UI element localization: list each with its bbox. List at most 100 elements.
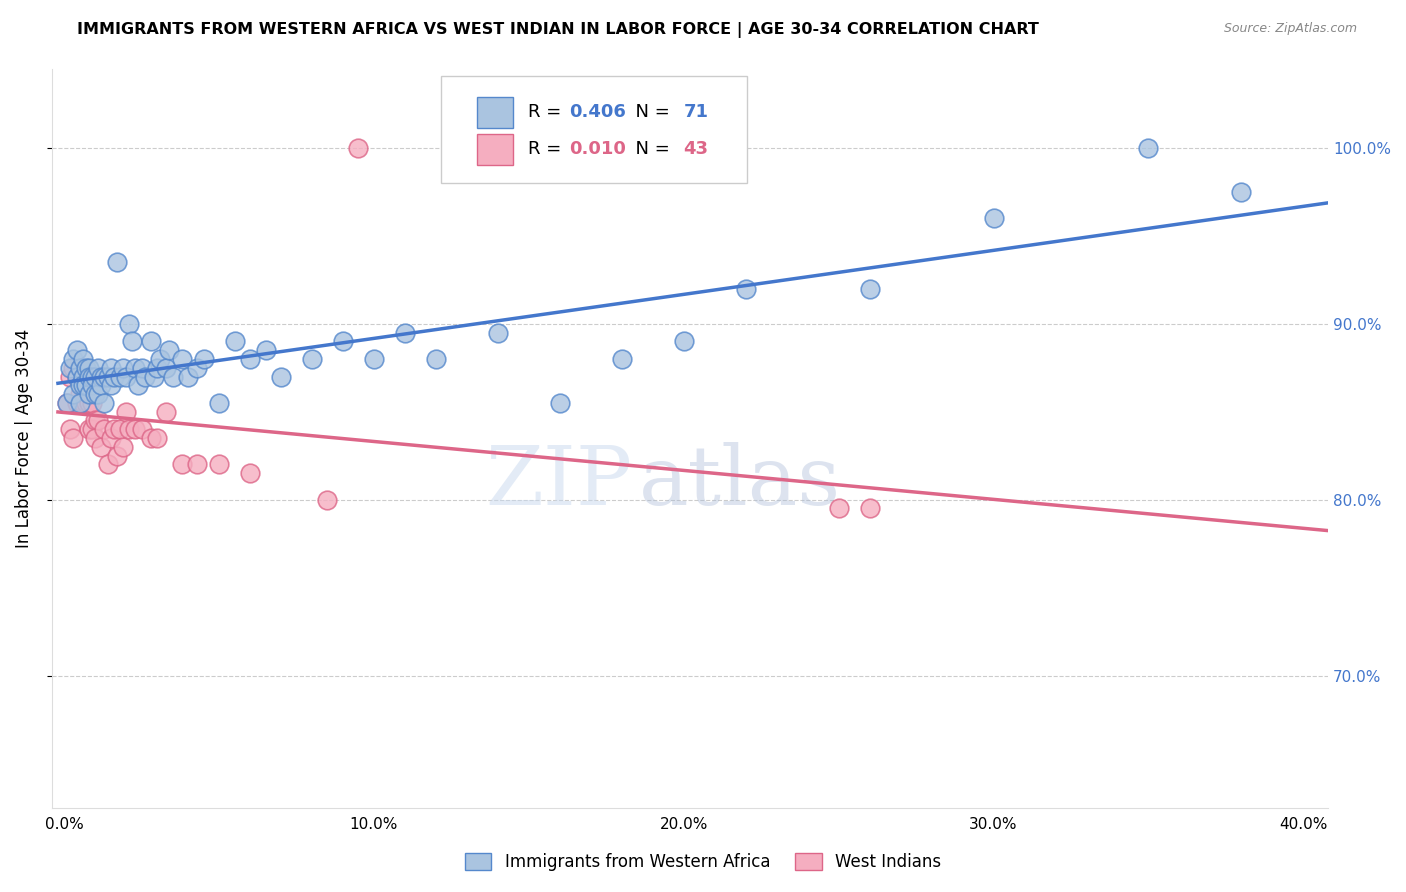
Point — [75, 360, 97, 375]
Point — [72, 369, 94, 384]
Point — [65, 343, 87, 357]
Point — [363, 351, 385, 366]
Point — [1137, 141, 1160, 155]
Point — [131, 422, 153, 436]
Point — [77, 387, 100, 401]
Point — [72, 378, 94, 392]
Point — [254, 343, 277, 357]
Point — [105, 449, 128, 463]
Point — [347, 141, 370, 155]
Text: R =: R = — [527, 140, 567, 158]
Point — [87, 413, 110, 427]
Point — [59, 422, 82, 436]
Text: ZIP: ZIP — [485, 442, 633, 523]
Point — [69, 360, 91, 375]
Point — [72, 351, 94, 366]
Point — [486, 326, 509, 340]
Point — [75, 396, 97, 410]
Point — [90, 369, 112, 384]
Point — [103, 369, 125, 384]
Point — [111, 440, 134, 454]
Point — [270, 369, 292, 384]
Point — [56, 396, 79, 410]
Point — [87, 387, 110, 401]
Point — [394, 326, 416, 340]
Point — [65, 369, 87, 384]
Point — [239, 351, 262, 366]
Point — [56, 396, 79, 410]
Point — [111, 360, 134, 375]
Legend: Immigrants from Western Africa, West Indians: Immigrants from Western Africa, West Ind… — [457, 845, 949, 880]
Text: R =: R = — [527, 103, 567, 121]
Point — [59, 369, 82, 384]
Point — [69, 387, 91, 401]
Point — [80, 378, 103, 392]
Point — [146, 360, 169, 375]
Point — [155, 405, 177, 419]
Point — [425, 351, 447, 366]
Point — [84, 369, 107, 384]
Point — [90, 440, 112, 454]
Point — [177, 369, 200, 384]
Point — [208, 458, 231, 472]
Text: 43: 43 — [683, 140, 709, 158]
Point — [65, 369, 87, 384]
Text: 0.406: 0.406 — [568, 103, 626, 121]
Point — [149, 351, 172, 366]
Point — [103, 422, 125, 436]
Point — [65, 396, 87, 410]
Point — [59, 360, 82, 375]
Point — [69, 396, 91, 410]
Point — [139, 334, 162, 349]
Point — [734, 281, 756, 295]
Point — [108, 422, 131, 436]
Point — [239, 467, 262, 481]
Point — [170, 351, 193, 366]
Point — [193, 351, 215, 366]
Point — [859, 281, 882, 295]
Point — [332, 334, 354, 349]
Point — [105, 255, 128, 269]
Point — [208, 396, 231, 410]
Text: 71: 71 — [683, 103, 709, 121]
Point — [124, 422, 146, 436]
Text: IMMIGRANTS FROM WESTERN AFRICA VS WEST INDIAN IN LABOR FORCE | AGE 30-34 CORRELA: IMMIGRANTS FROM WESTERN AFRICA VS WEST I… — [77, 22, 1039, 38]
Point — [186, 458, 208, 472]
Point — [62, 387, 84, 401]
Point — [301, 351, 323, 366]
Point — [80, 396, 103, 410]
Point — [162, 369, 184, 384]
Point — [159, 343, 181, 357]
Point — [134, 369, 156, 384]
Point — [77, 369, 100, 384]
Point — [115, 405, 138, 419]
Point — [72, 369, 94, 384]
Point — [672, 334, 695, 349]
Point — [77, 360, 100, 375]
Point — [62, 351, 84, 366]
Point — [224, 334, 246, 349]
Point — [62, 360, 84, 375]
Point — [77, 396, 100, 410]
Point — [87, 360, 110, 375]
Point — [983, 211, 1005, 226]
Point — [124, 360, 146, 375]
Point — [186, 360, 208, 375]
Point — [128, 378, 150, 392]
Point — [146, 431, 169, 445]
Point — [548, 396, 571, 410]
Point — [859, 501, 882, 516]
Text: 0.010: 0.010 — [568, 140, 626, 158]
Point — [100, 378, 122, 392]
Point — [139, 431, 162, 445]
Point — [610, 351, 633, 366]
Point — [75, 369, 97, 384]
Point — [62, 431, 84, 445]
Point — [170, 458, 193, 472]
Point — [96, 369, 118, 384]
Point — [131, 360, 153, 375]
Text: atlas: atlas — [638, 442, 841, 523]
Point — [84, 387, 107, 401]
Point — [100, 431, 122, 445]
FancyBboxPatch shape — [441, 76, 748, 183]
